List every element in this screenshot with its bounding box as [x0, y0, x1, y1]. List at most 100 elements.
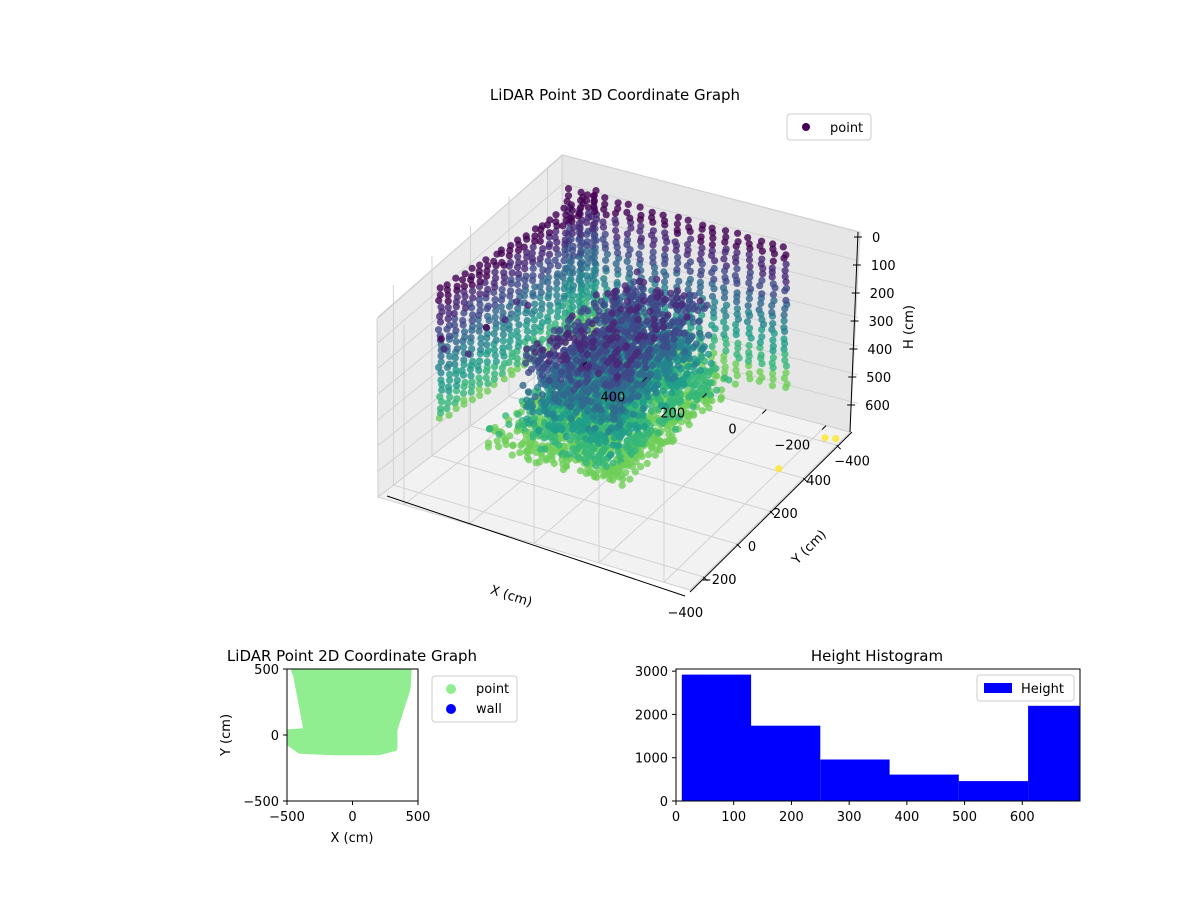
data-point-3d	[644, 386, 652, 394]
data-point-3d	[536, 255, 544, 263]
data-point-3d	[592, 462, 600, 470]
data-point-3d	[475, 385, 483, 393]
data-point-3d	[679, 375, 687, 383]
data-point-3d	[623, 328, 631, 337]
data-point-3d	[437, 335, 445, 343]
data-point-3d	[561, 390, 569, 398]
data-point-3d	[582, 459, 591, 467]
chart-3d: LiDAR Point 3D Coordinate Graph −400 −200…	[376, 86, 917, 621]
data-point-3d	[636, 256, 644, 264]
data-point-3d	[690, 374, 698, 382]
data-point-3d	[627, 369, 635, 377]
data-point-3d	[745, 324, 754, 332]
data-point-3d	[581, 340, 589, 349]
data-point-3d	[476, 391, 484, 400]
data-point-3d	[491, 268, 499, 276]
data-point-3d	[720, 330, 728, 339]
data-point-3d	[536, 237, 544, 245]
data-point-3d	[643, 459, 651, 467]
data-point-3d	[588, 320, 596, 328]
data-point-3d	[722, 340, 730, 348]
data-point-3d	[567, 201, 576, 209]
data-point-3d	[720, 294, 729, 302]
data-point-3d	[530, 356, 538, 364]
data-point-3d	[653, 294, 661, 302]
data-point-3d	[569, 292, 577, 300]
data-point-3d	[641, 333, 649, 341]
data-point-3d	[628, 393, 636, 401]
data-point-3d	[546, 301, 554, 309]
data-point-3d	[530, 329, 538, 337]
data-point-3d	[529, 408, 537, 416]
point-region-2d	[287, 669, 412, 756]
data-point-3d	[674, 259, 682, 267]
data-point-3d	[600, 275, 608, 283]
data-point-3d	[444, 399, 452, 407]
data-point-3d	[575, 219, 583, 228]
data-point-3d	[531, 300, 539, 308]
data-point-3d	[519, 381, 527, 389]
data-point-3d	[546, 262, 554, 270]
data-point-3d	[588, 272, 596, 280]
data-point-3d	[561, 250, 569, 259]
histogram-title: Height Histogram	[811, 647, 943, 665]
data-point-3d	[579, 426, 587, 434]
data-point-3d	[568, 206, 577, 215]
data-point-3d	[675, 277, 683, 285]
x-tick-label-hist: 0	[672, 810, 680, 825]
data-point-3d	[686, 275, 695, 283]
data-point-3d	[684, 246, 692, 254]
data-point-3d	[732, 366, 740, 374]
data-point-3d	[665, 354, 674, 362]
data-point-3d	[476, 379, 484, 387]
data-point-3d	[490, 381, 498, 389]
legend-2d-label-point: point	[476, 682, 509, 697]
data-point-3d	[551, 256, 559, 264]
data-point-3d	[464, 350, 472, 358]
data-point-3d	[614, 205, 622, 213]
data-point-3d	[720, 357, 728, 365]
data-point-3d	[468, 287, 477, 295]
data-point-3d	[758, 290, 766, 298]
data-point-3d	[549, 404, 557, 412]
data-point-3d	[469, 311, 477, 319]
data-point-3d	[524, 448, 532, 457]
data-point-3d	[608, 309, 616, 317]
data-point-3d	[612, 219, 620, 227]
data-point-3d	[660, 251, 669, 260]
data-point-3d	[711, 298, 719, 306]
data-point-3d	[585, 362, 593, 370]
data-point-3d	[543, 366, 552, 374]
data-point-3d	[731, 272, 739, 280]
data-point-3d	[461, 378, 469, 387]
data-point-3d	[782, 296, 790, 304]
data-point-3d	[567, 275, 575, 283]
data-point-3d	[708, 241, 717, 249]
data-point-3d	[484, 380, 492, 388]
data-point-3d	[699, 221, 707, 229]
data-point-3d	[546, 307, 555, 315]
data-point-3d	[483, 358, 491, 366]
data-point-3d	[467, 334, 475, 342]
data-point-3d	[629, 410, 638, 418]
data-point-3d	[685, 421, 693, 429]
data-point-3d	[733, 289, 741, 297]
data-point-3d	[604, 428, 613, 436]
data-point-3d	[578, 401, 587, 409]
data-point-3d	[698, 260, 706, 268]
x-tick-label-hist: 400	[894, 810, 919, 825]
z-tick-label: 300	[869, 315, 894, 330]
data-point-3d	[614, 199, 622, 207]
data-point-3d	[515, 338, 523, 346]
data-point-3d	[477, 334, 485, 342]
data-point-3d	[561, 236, 569, 244]
data-point-3d	[587, 467, 595, 475]
data-point-3d	[500, 273, 508, 281]
data-point-3d	[557, 368, 566, 376]
data-point-3d	[475, 271, 483, 279]
data-point-3d	[725, 376, 733, 384]
data-point-3d	[507, 242, 515, 250]
data-point-3d	[667, 413, 675, 421]
data-point-3d	[491, 313, 499, 321]
data-point-3d	[601, 200, 609, 208]
